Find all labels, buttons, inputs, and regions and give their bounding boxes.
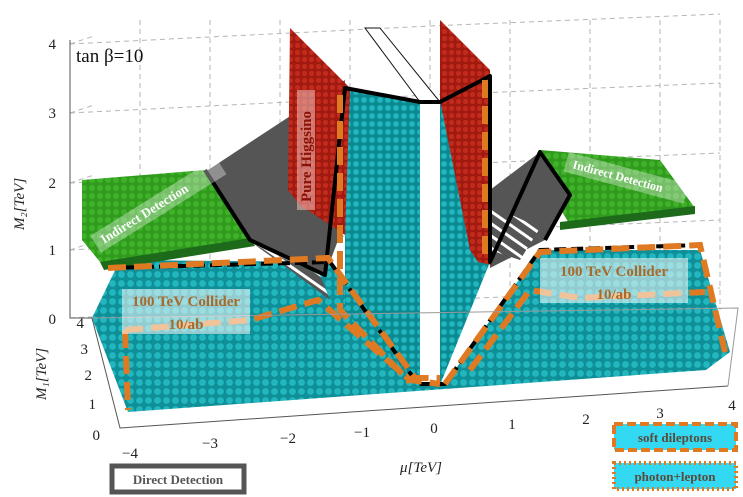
x-tick-label: 2: [582, 412, 590, 428]
tick-labels: −4 −3 −2 −1 0 1 2 3 4 0 1 2 3 4 0 1 2 3 4: [49, 37, 737, 462]
x-axis-label: μ[TeV]: [399, 460, 442, 476]
indirect-left-bg: [90, 157, 227, 253]
y-tick-label: 3: [81, 342, 89, 358]
legend-soft-dileptons-swatch: [612, 422, 738, 452]
indirect-detection-left-edge: [100, 238, 255, 270]
z-tick-label: 2: [49, 176, 57, 192]
grid-line: [429, 13, 721, 27]
floor-back-edge: [91, 307, 739, 387]
z-tick-label: 3: [49, 106, 57, 122]
surface-regions: [82, 20, 730, 412]
direct-detection-right-stripes: [490, 205, 540, 260]
higgsino-label-bg: [297, 90, 315, 210]
legend-direct-detection-label: Direct Detection: [133, 472, 224, 487]
indirect-detection-right-edge: [560, 206, 695, 230]
z-tick-label: 4: [49, 37, 57, 53]
legend-soft-dileptons-label: soft dileptons: [638, 430, 712, 445]
z-tick-label: 1: [49, 243, 57, 259]
legend-photon-lepton-label: photon+lepton: [634, 469, 716, 484]
x-tick-label: 4: [728, 398, 736, 414]
x-tick-label: −2: [280, 431, 296, 447]
higgsino-label: Pure Higgsino: [299, 111, 315, 202]
collider-contour-wall-left: [337, 95, 413, 385]
gap-wall: [420, 102, 440, 385]
grid-line: [69, 174, 95, 184]
collider-right-label-2: 10/ab: [596, 287, 631, 303]
z-tick-label: 0: [49, 312, 57, 328]
grid-line: [69, 104, 95, 114]
gap-wall-top: [364, 27, 442, 103]
y-axis-label: M₁[TeV]: [34, 348, 50, 401]
grid-line: [69, 35, 95, 45]
annotation-tanbeta: tan β=10: [76, 46, 143, 67]
z-axis-line: [69, 40, 92, 319]
y-tick-label: 1: [89, 397, 97, 413]
x-tick-label: −1: [354, 425, 370, 441]
collider-left-bg: [122, 289, 250, 334]
indirect-detection-left: [82, 170, 250, 268]
indirect-detection-right: [540, 150, 695, 225]
collider-left-label-1: 100 TeV Collider: [132, 294, 240, 310]
collider-right-label-1: 100 TeV Collider: [560, 264, 668, 280]
y-tick-label: 4: [77, 316, 85, 332]
legend-photon-lepton-swatch: [612, 461, 738, 491]
legend-direct-detection-swatch: [109, 463, 247, 495]
y-tick-label: 0: [93, 428, 101, 444]
collider-right-bg: [540, 258, 688, 303]
legend: soft dileptons photon+lepton Direct Detect…: [109, 422, 738, 495]
indirect-right-bg: [563, 152, 689, 204]
collider-contour-left-upper: [107, 254, 440, 381]
x-tick-label: −4: [122, 446, 138, 462]
collider-contour-left-edge: [122, 329, 131, 411]
x-tick-label: −3: [202, 436, 218, 452]
collider-left-label-2: 10/ab: [168, 317, 203, 333]
floor-front-edge: [91, 317, 729, 429]
collider-contour-right-upper: [442, 241, 728, 386]
y-tick-label: 2: [85, 368, 93, 384]
z-axis-label: M₂[TeV]: [12, 178, 28, 231]
axes-box: [69, 40, 739, 429]
x-tick-label: 1: [508, 417, 516, 433]
x-tick-label: 0: [430, 421, 438, 437]
x-tick-label: 3: [656, 406, 664, 422]
